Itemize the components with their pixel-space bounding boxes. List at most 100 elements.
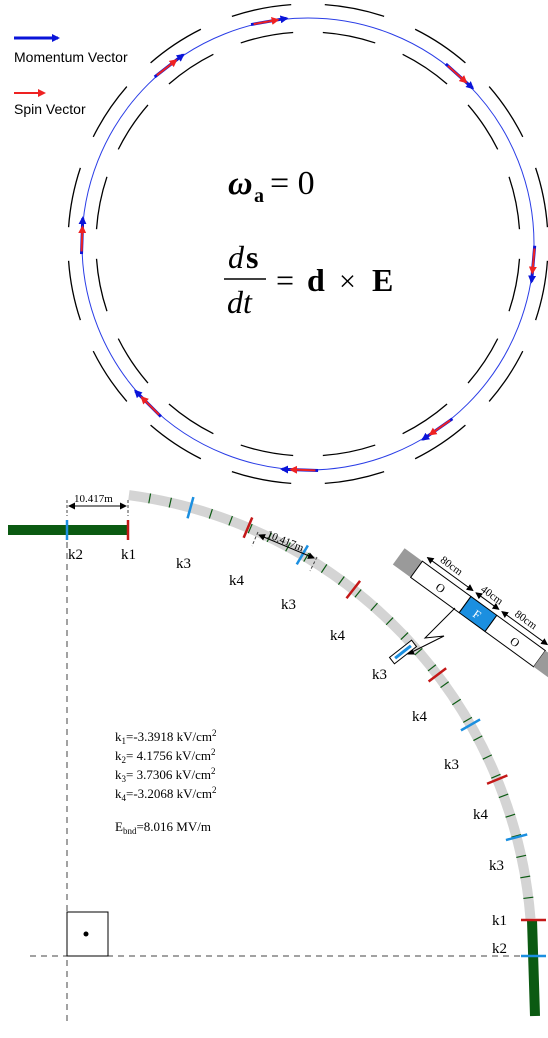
eq2-num-s: s bbox=[246, 239, 258, 275]
deflector-outer-plate bbox=[488, 350, 524, 402]
zoomed-element-core bbox=[394, 644, 412, 660]
arc-tick bbox=[498, 793, 509, 799]
deflector-inner-plate bbox=[322, 444, 376, 457]
spin-vector bbox=[78, 225, 87, 252]
spin-vector bbox=[289, 465, 316, 474]
arc-quadrupole bbox=[345, 580, 362, 600]
param-ebnd: Ebnd=8.016 MV/m bbox=[115, 819, 211, 836]
spin-vector bbox=[253, 16, 280, 26]
arc-quadrupole bbox=[486, 774, 508, 785]
deflector-outer-plate bbox=[150, 28, 202, 64]
deflector-inner-plate bbox=[467, 104, 499, 150]
deflector-outer-plate bbox=[414, 424, 466, 460]
arc-tick bbox=[370, 602, 378, 612]
spin-vector bbox=[528, 248, 537, 275]
arc-ticks bbox=[148, 493, 534, 900]
ofo-inset: O F O 80cm 40cm 80cm bbox=[392, 548, 548, 680]
zoom-connector bbox=[407, 607, 456, 655]
label-k3-c: k3 bbox=[372, 667, 387, 683]
arc-tick bbox=[320, 564, 328, 574]
arc-tick bbox=[385, 617, 394, 626]
arc-tick bbox=[414, 647, 423, 656]
deflector-outer-plate bbox=[67, 260, 82, 321]
dimension-top-label: 10.417m bbox=[74, 493, 113, 505]
label-k4-d: k4 bbox=[473, 807, 489, 823]
deflector-outer-plate bbox=[67, 167, 82, 228]
arc-tick bbox=[523, 896, 534, 900]
legend-spin-label: Spin Vector bbox=[14, 101, 86, 117]
deflector-inner-plate bbox=[402, 53, 448, 85]
label-k3-a: k3 bbox=[176, 556, 191, 572]
label-k4-c: k4 bbox=[412, 709, 428, 725]
deflector-inner-plate bbox=[402, 403, 448, 435]
deflector-inner-plate bbox=[168, 403, 214, 435]
arc-tick bbox=[491, 773, 501, 779]
legend-momentum-label: Momentum Vector bbox=[14, 49, 128, 65]
eq2-times: × bbox=[339, 265, 356, 298]
label-k1-bottom: k1 bbox=[492, 913, 507, 929]
label-k2-bottom: k2 bbox=[492, 941, 507, 957]
label-k4-b: k4 bbox=[330, 628, 346, 644]
deflector-outer-plate bbox=[92, 86, 128, 138]
parameter-block: k1=-3.3918 kV/cm2 k2= 4.1756 kV/cm2 k3= … bbox=[115, 728, 217, 836]
orbit-vector-pair bbox=[153, 53, 185, 79]
eq2-den: dt bbox=[227, 284, 253, 320]
arc-quadrupole bbox=[460, 718, 481, 732]
arc-tick bbox=[168, 497, 172, 508]
label-k4-a: k4 bbox=[229, 573, 245, 589]
equation-omega: ω a = 0 bbox=[228, 165, 315, 207]
arc-tick bbox=[520, 875, 531, 879]
orbit-vector-pair bbox=[250, 15, 289, 27]
quad-labels: k2 k1 k3 k4 k3 k4 k3 k4 k3 k4 k3 k1 k2 bbox=[68, 547, 507, 957]
deflector-inner-plate bbox=[117, 338, 149, 384]
arc-tick bbox=[451, 698, 462, 706]
arc-quadrupole bbox=[242, 517, 254, 539]
arc-tick bbox=[440, 681, 450, 689]
arc-quadrupole bbox=[186, 496, 195, 519]
inset-end-right bbox=[533, 650, 548, 680]
deflector-outer-plate bbox=[534, 167, 548, 228]
eq2-rhs-d: d bbox=[307, 262, 325, 298]
eq2-equals: = bbox=[276, 262, 294, 298]
orbit-vector-pair bbox=[444, 62, 475, 90]
beam-orbit bbox=[81, 17, 535, 471]
deflector-inner-plate bbox=[240, 31, 294, 44]
right-angle-marker bbox=[66, 911, 109, 957]
spin-vector bbox=[156, 59, 178, 77]
center-dot bbox=[83, 931, 89, 937]
label-k3-b: k3 bbox=[281, 597, 296, 613]
deflector-inner-plate bbox=[168, 53, 214, 85]
deflector-inner-plate bbox=[240, 444, 294, 457]
spin-vector bbox=[140, 396, 160, 416]
arc-tick bbox=[511, 834, 522, 838]
label-k3-e: k3 bbox=[489, 858, 504, 874]
deflector-outer-plate bbox=[231, 3, 292, 18]
eq1-rhs: = 0 bbox=[270, 165, 315, 202]
param-k2: k2= 4.1756 kV/cm2 bbox=[115, 747, 215, 765]
label-k3-d: k3 bbox=[444, 757, 459, 773]
deflector-outer-plate bbox=[324, 3, 385, 18]
eq1-omega: ω bbox=[228, 165, 253, 202]
storage-ring bbox=[67, 3, 548, 485]
arc-tick bbox=[228, 515, 233, 526]
orbit-vector-pair bbox=[280, 465, 319, 474]
arc-quadrupole bbox=[427, 667, 447, 683]
legend: Momentum Vector Spin Vector bbox=[14, 34, 128, 117]
deflector-outer-plate bbox=[534, 260, 548, 321]
deflector-inner-plate bbox=[508, 258, 521, 312]
straight-section-right bbox=[527, 919, 540, 1017]
orbit-vector-pair bbox=[421, 417, 454, 441]
deflector-inner-plate bbox=[467, 338, 499, 384]
eq2-rhs-E: E bbox=[372, 262, 393, 298]
spin-vector bbox=[447, 65, 468, 84]
arc-tick bbox=[148, 493, 152, 504]
dimension-top: 10.417m bbox=[66, 493, 129, 516]
arc-tick bbox=[427, 664, 437, 672]
param-k3: k3= 3.7306 kV/cm2 bbox=[115, 766, 215, 784]
arc-tick bbox=[354, 589, 362, 598]
orbit-vector-pair bbox=[134, 389, 162, 418]
quadrupoles bbox=[186, 496, 528, 842]
deflector-inner-plate bbox=[117, 104, 149, 150]
arc-tick bbox=[505, 813, 516, 818]
